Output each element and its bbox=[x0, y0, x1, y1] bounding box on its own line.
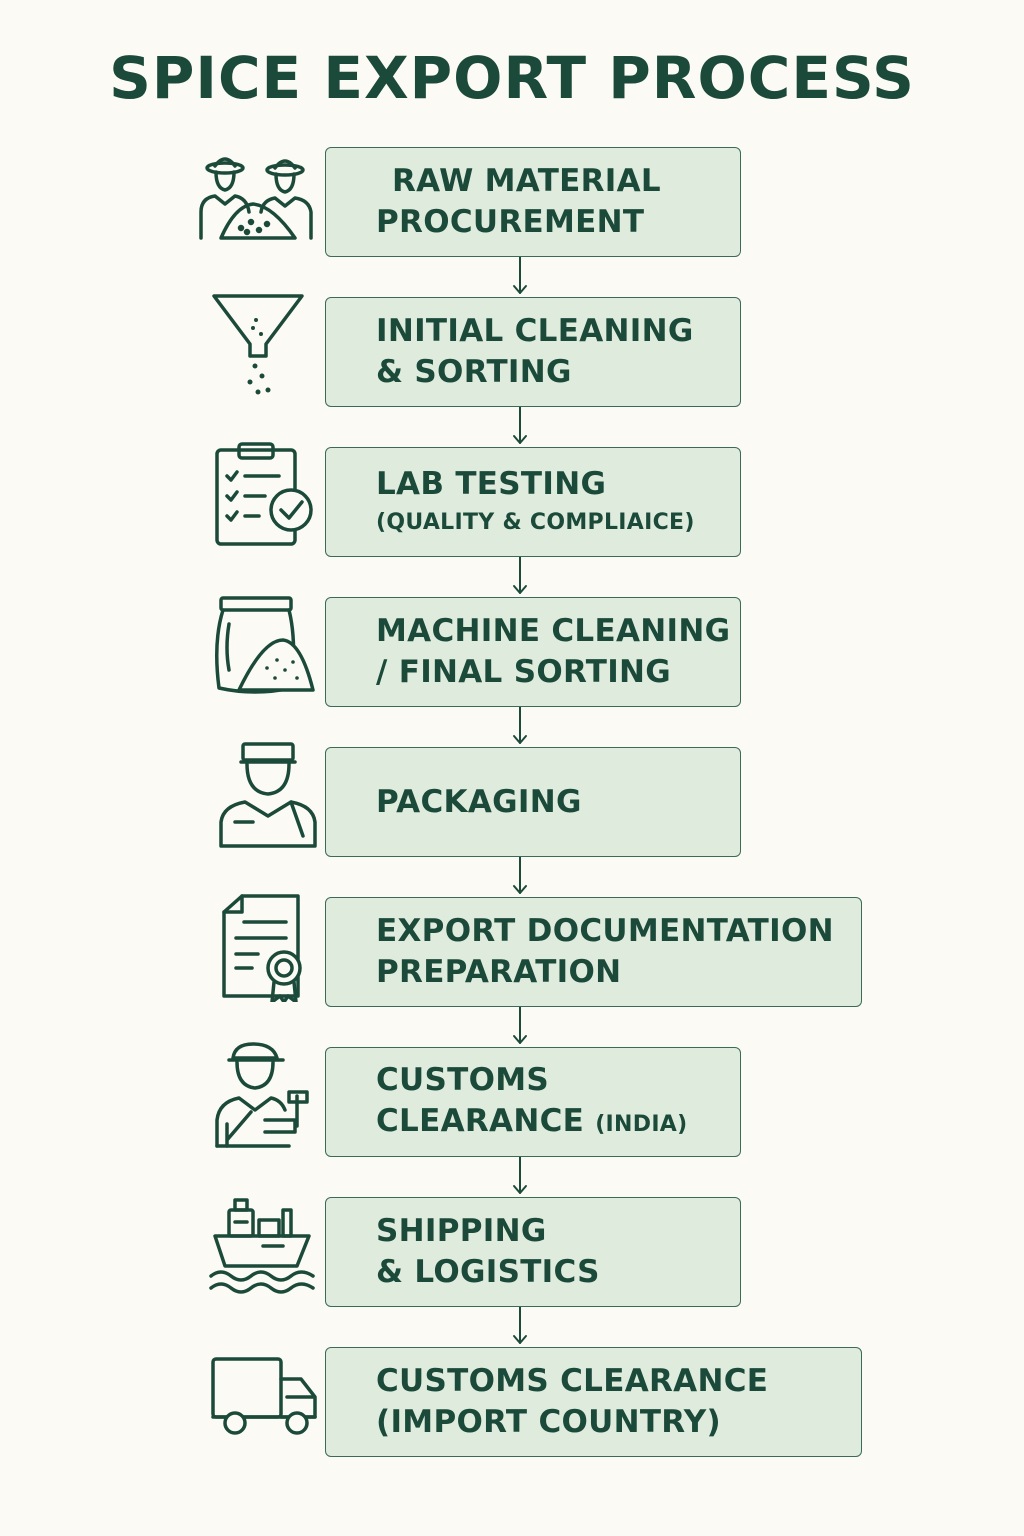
flow-arrow bbox=[510, 1007, 530, 1049]
step-box: CUSTOMS CLEARANCE (INDIA) bbox=[325, 1047, 741, 1157]
step-label-line1: SHIPPING bbox=[376, 1213, 547, 1249]
delivery-truck-icon bbox=[205, 1345, 325, 1455]
funnel-sieve-icon bbox=[198, 292, 318, 402]
step-box: PACKAGING bbox=[325, 747, 741, 857]
step-box: INITIAL CLEANING & SORTING bbox=[325, 297, 741, 407]
flow-arrow bbox=[510, 1157, 530, 1199]
step-label-line1: INITIAL CLEANING bbox=[376, 313, 694, 349]
step-label-line2-main: CLEARANCE bbox=[376, 1102, 585, 1139]
step-label-line1: CUSTOMS bbox=[376, 1061, 550, 1098]
step-label-line2-suffix: (INDIA) bbox=[595, 1111, 688, 1137]
spice-sack-icon bbox=[205, 592, 325, 702]
packaging-worker-icon bbox=[207, 740, 327, 850]
step-box: EXPORT DOCUMENTATION PREPARATION bbox=[325, 897, 862, 1007]
step-label-line2: (IMPORT COUNTRY) bbox=[376, 1404, 721, 1440]
step-label-line1: EXPORT DOCUMENTATION bbox=[376, 913, 834, 949]
step-label-line2: (QUALITY & COMPLIAICE) bbox=[376, 509, 695, 535]
clipboard-checklist-icon bbox=[205, 440, 325, 550]
step-label-line2: PREPARATION bbox=[376, 954, 622, 990]
step-label-line1: PACKAGING bbox=[376, 783, 582, 820]
flow-arrow bbox=[510, 257, 530, 299]
step-label-line2: & SORTING bbox=[376, 354, 572, 390]
flow-arrow bbox=[510, 707, 530, 749]
farmers-harvest-icon bbox=[195, 150, 315, 260]
step-label-line2: & LOGISTICS bbox=[376, 1254, 600, 1290]
step-box: RAW MATERIAL PROCUREMENT bbox=[325, 147, 741, 257]
step-box: SHIPPING & LOGISTICS bbox=[325, 1197, 741, 1307]
step-box: LAB TESTING (QUALITY & COMPLIAICE) bbox=[325, 447, 741, 557]
customs-officer-icon bbox=[205, 1040, 325, 1150]
flow-arrow bbox=[510, 557, 530, 599]
step-label-line1: CUSTOMS CLEARANCE bbox=[376, 1363, 769, 1399]
step-label-line2: / FINAL SORTING bbox=[376, 654, 672, 690]
step-box: CUSTOMS CLEARANCE (IMPORT COUNTRY) bbox=[325, 1347, 862, 1457]
step-label-line1: LAB TESTING bbox=[376, 465, 607, 502]
flow-arrow bbox=[510, 857, 530, 899]
flow-arrow bbox=[510, 1307, 530, 1349]
step-box: MACHINE CLEANING / FINAL SORTING bbox=[325, 597, 741, 707]
step-label-line2: PROCUREMENT bbox=[376, 204, 645, 240]
step-label-line1: MACHINE CLEANING bbox=[376, 613, 731, 649]
step-label-line1: RAW MATERIAL bbox=[392, 163, 661, 199]
page-title: SPICE EXPORT PROCESS bbox=[109, 44, 915, 112]
step-label-line2: CLEARANCE (INDIA) bbox=[376, 1101, 740, 1145]
certificate-document-icon bbox=[210, 892, 330, 1002]
flow-arrow bbox=[510, 407, 530, 449]
cargo-ship-icon bbox=[205, 1190, 325, 1300]
